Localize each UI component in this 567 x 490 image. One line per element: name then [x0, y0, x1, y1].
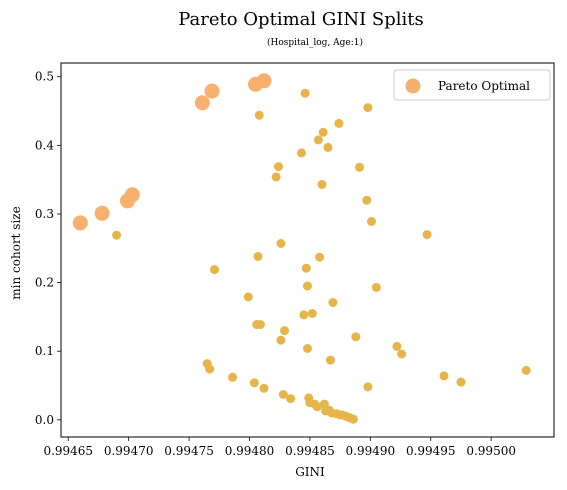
y-tick-label: 0.3	[35, 207, 54, 221]
pareto-point	[194, 95, 210, 111]
y-tick-label: 0.0	[35, 413, 54, 427]
data-point	[299, 310, 309, 320]
data-point	[351, 332, 361, 342]
data-point	[303, 344, 312, 353]
data-point	[315, 252, 325, 262]
data-point	[297, 148, 306, 158]
data-point	[318, 127, 328, 137]
data-point	[243, 292, 253, 302]
x-tick-label: 0.99475	[164, 444, 214, 458]
x-axis-label: GINI	[295, 465, 325, 479]
data-point	[255, 320, 265, 329]
data-point	[371, 282, 381, 292]
data-point	[323, 142, 333, 152]
data-point	[205, 364, 215, 374]
data-point	[254, 110, 264, 120]
data-point	[456, 377, 466, 387]
pareto-point	[204, 83, 220, 99]
data-point	[363, 103, 373, 113]
data-point	[286, 394, 296, 404]
axis-ticks: 0.99465 0.99470 0.99475 0.99480 0.99485 0.994…	[35, 70, 516, 458]
data-points	[72, 73, 531, 424]
data-point	[362, 195, 372, 205]
data-point	[312, 402, 322, 412]
x-tick-label: 0.99480	[225, 444, 275, 458]
data-point	[521, 365, 531, 375]
legend: Pareto Optimal	[393, 69, 551, 101]
data-point	[307, 309, 317, 318]
data-point	[301, 263, 311, 273]
data-point	[439, 371, 449, 381]
data-point	[326, 355, 335, 365]
pareto-point	[72, 215, 88, 231]
data-point	[228, 372, 238, 382]
pareto-point	[124, 187, 140, 203]
chart-title: Pareto Optimal GINI Splits	[178, 9, 424, 30]
data-point	[276, 335, 286, 345]
pareto-point	[256, 73, 272, 89]
data-point	[397, 349, 407, 359]
data-point	[319, 399, 329, 409]
data-point	[328, 298, 338, 307]
data-point	[274, 162, 283, 172]
data-point	[253, 252, 263, 261]
data-point	[271, 172, 281, 182]
y-tick-label: 0.2	[35, 276, 54, 290]
data-point	[355, 162, 364, 172]
y-tick-label: 0.1	[35, 344, 54, 358]
data-point	[112, 230, 122, 240]
data-point	[363, 382, 373, 392]
x-tick-label: 0.99465	[43, 444, 93, 458]
data-point	[313, 135, 323, 145]
y-tick-label: 0.4	[35, 138, 54, 152]
legend-label: Pareto Optimal	[438, 79, 530, 93]
chart-subtitle: (Hospital_log, Age:1)	[267, 37, 363, 48]
data-point	[280, 326, 289, 336]
data-point	[278, 390, 288, 399]
data-point	[334, 118, 344, 128]
data-point	[210, 265, 219, 275]
x-tick-label: 0.99485	[285, 444, 335, 458]
data-point	[348, 414, 358, 424]
data-point	[422, 230, 432, 240]
legend-box	[393, 69, 551, 101]
x-tick-label: 0.99490	[346, 444, 396, 458]
data-point	[392, 341, 402, 351]
data-point	[367, 217, 376, 226]
y-axis-label: min cohort size	[9, 206, 23, 299]
pareto-point	[94, 205, 110, 221]
data-point	[317, 180, 327, 189]
x-tick-label: 0.99470	[104, 444, 154, 458]
legend-marker	[405, 78, 421, 94]
data-point	[249, 378, 259, 388]
x-tick-label: 0.99500	[466, 444, 516, 458]
y-tick-label: 0.5	[35, 70, 54, 84]
data-point	[300, 88, 310, 98]
data-point	[259, 383, 269, 393]
data-point	[303, 281, 312, 291]
data-point	[276, 239, 286, 248]
x-tick-label: 0.99495	[406, 444, 456, 458]
plot-frame	[60, 62, 555, 438]
